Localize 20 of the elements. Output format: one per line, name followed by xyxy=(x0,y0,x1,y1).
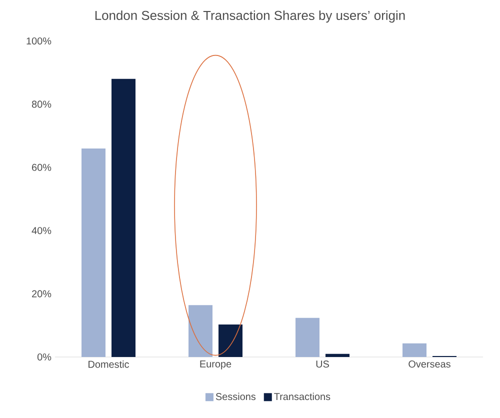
bar xyxy=(112,78,136,357)
chart-title: London Session & Transaction Shares by users’ origin xyxy=(95,10,405,23)
bar xyxy=(188,305,212,357)
x-tick-label: US xyxy=(316,360,329,368)
x-tick-label: Overseas xyxy=(408,360,450,368)
y-tick-label: 0% xyxy=(37,353,52,361)
y-tick-label: 80% xyxy=(32,100,52,108)
bar xyxy=(402,343,427,357)
x-tick-label: Europe xyxy=(200,360,232,370)
bar xyxy=(218,324,242,357)
y-tick-label: 100% xyxy=(26,37,52,45)
y-tick-label: 20% xyxy=(32,290,52,298)
legend-label: Sessions xyxy=(216,392,256,400)
y-tick-label: 40% xyxy=(32,227,52,234)
bar xyxy=(82,148,106,357)
bar xyxy=(296,318,320,357)
legend-label: Transactions xyxy=(274,392,330,400)
y-tick-label: 60% xyxy=(32,164,52,171)
x-tick-label: Domestic xyxy=(88,360,129,368)
bar xyxy=(326,354,350,357)
